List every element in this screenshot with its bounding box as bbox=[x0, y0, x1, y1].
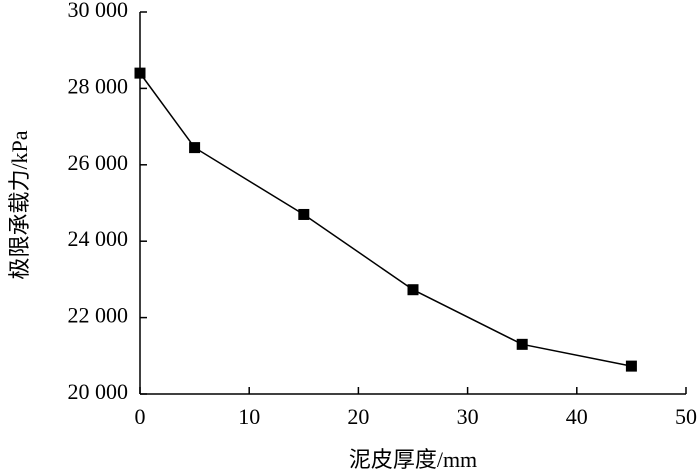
marker bbox=[134, 67, 146, 79]
x-tick-label: 10 bbox=[238, 404, 260, 429]
y-axis-title: 极限承载力/kPa bbox=[7, 130, 32, 279]
x-tick-label: 50 bbox=[675, 404, 697, 429]
marker bbox=[516, 338, 528, 350]
x-tick-label: 40 bbox=[566, 404, 588, 429]
y-tick-label: 24 000 bbox=[68, 226, 129, 251]
y-tick-label: 20 000 bbox=[68, 379, 129, 404]
x-tick-label: 30 bbox=[457, 404, 479, 429]
marker bbox=[407, 284, 419, 296]
marker bbox=[189, 142, 201, 154]
y-tick-label: 30 000 bbox=[68, 0, 129, 22]
x-axis-title: 泥皮厚度/mm bbox=[349, 447, 477, 472]
x-tick-label: 0 bbox=[135, 404, 146, 429]
line bbox=[139, 72, 632, 367]
marker bbox=[298, 208, 310, 220]
y-tick-label: 22 000 bbox=[68, 303, 129, 328]
y-tick-label: 26 000 bbox=[68, 150, 129, 175]
y-tick-label: 28 000 bbox=[68, 73, 129, 98]
x-tick-label: 20 bbox=[347, 404, 369, 429]
marker bbox=[625, 360, 637, 372]
